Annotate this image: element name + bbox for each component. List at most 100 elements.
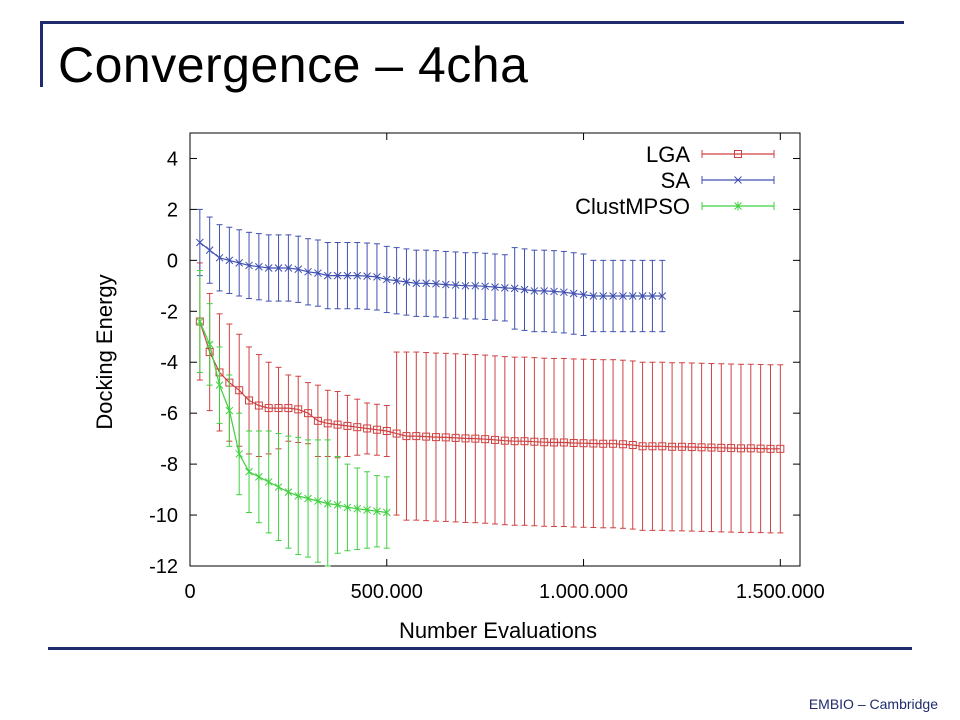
y-tick-label: -6 bbox=[160, 403, 178, 425]
lga-point bbox=[648, 442, 657, 451]
sa-point bbox=[461, 281, 470, 290]
lga-point bbox=[756, 444, 765, 453]
legend-label-clustmpso: ClustMPSO bbox=[575, 194, 690, 219]
lga-point bbox=[687, 443, 696, 452]
sa-point bbox=[235, 259, 244, 267]
lga-point bbox=[707, 443, 716, 452]
sa-point bbox=[343, 271, 352, 280]
lga-point bbox=[638, 442, 647, 451]
lga-point bbox=[431, 433, 440, 442]
clustmpso-point bbox=[284, 487, 293, 497]
left-rule bbox=[40, 21, 43, 87]
clustmpso-point bbox=[373, 506, 381, 516]
sa-point bbox=[412, 279, 421, 288]
lga-point bbox=[589, 439, 598, 448]
clustmpso-point bbox=[264, 477, 273, 487]
lga-point bbox=[313, 416, 322, 425]
series-sa bbox=[195, 208, 667, 336]
clustmpso-point bbox=[235, 449, 244, 459]
sa-point bbox=[638, 292, 647, 300]
sa-point bbox=[274, 264, 283, 272]
clustmpso-point bbox=[343, 502, 352, 512]
lga-point bbox=[274, 404, 283, 413]
y-tick-label: -12 bbox=[149, 556, 178, 578]
lga-point bbox=[510, 437, 519, 446]
y-tick-label: -2 bbox=[160, 301, 178, 323]
clustmpso-point bbox=[294, 491, 303, 501]
sa-point bbox=[658, 292, 667, 300]
sa-point bbox=[225, 256, 234, 265]
lga-point bbox=[304, 409, 313, 418]
lga-point bbox=[599, 439, 608, 448]
clustmpso-point bbox=[323, 499, 332, 509]
sa-point bbox=[491, 283, 499, 291]
sa-point bbox=[432, 279, 440, 288]
clustmpso-point bbox=[195, 316, 204, 326]
sa-point bbox=[520, 285, 529, 294]
sa-point bbox=[353, 271, 362, 280]
lga-point bbox=[461, 434, 470, 443]
legend-label-lga: LGA bbox=[646, 142, 690, 167]
sa-point bbox=[264, 264, 273, 272]
sa-point bbox=[373, 273, 381, 281]
lga-point bbox=[372, 425, 381, 434]
clustmpso-point bbox=[225, 406, 234, 416]
y-tick-label: -8 bbox=[160, 454, 178, 476]
lga-point bbox=[412, 432, 421, 441]
sa-point bbox=[540, 287, 549, 295]
lga-point bbox=[323, 419, 332, 428]
lga-point bbox=[530, 437, 539, 446]
sa-point bbox=[382, 275, 391, 284]
sa-point bbox=[648, 292, 657, 300]
lga-point bbox=[294, 405, 303, 414]
plot-area bbox=[189, 132, 801, 567]
lga-line bbox=[199, 321, 781, 450]
lga-point bbox=[677, 442, 686, 451]
clustmpso-point bbox=[274, 482, 283, 492]
sa-point bbox=[579, 290, 588, 299]
x-tick-label: 500.000 bbox=[351, 581, 423, 603]
lga-point bbox=[363, 424, 372, 433]
legend-swatch-clustmpso bbox=[701, 201, 775, 211]
clustmpso-point bbox=[314, 496, 322, 506]
clustmpso-point bbox=[382, 508, 391, 518]
y-tick-label: -4 bbox=[160, 352, 178, 374]
sa-point bbox=[205, 246, 214, 255]
lga-point bbox=[540, 438, 549, 447]
sa-point bbox=[560, 288, 568, 297]
x-axis-label: Number Evaluations bbox=[399, 618, 597, 643]
lga-point bbox=[441, 433, 450, 442]
lga-point bbox=[776, 444, 785, 453]
lga-point bbox=[569, 438, 578, 447]
y-axis-label: Docking Energy bbox=[92, 274, 117, 429]
clustmpso-point bbox=[255, 472, 263, 482]
lga-point bbox=[766, 444, 775, 453]
clustmpso-point bbox=[363, 505, 371, 515]
bottom-rule bbox=[48, 647, 912, 650]
lga-point bbox=[402, 432, 411, 441]
lga-point bbox=[471, 434, 480, 443]
x-tick-label: 0 bbox=[184, 581, 195, 603]
sa-point bbox=[451, 281, 460, 289]
sa-point bbox=[422, 279, 430, 288]
lga-point bbox=[333, 420, 342, 429]
lga-point bbox=[343, 421, 352, 430]
lga-point bbox=[264, 404, 273, 413]
slide-title: Convergence – 4cha bbox=[58, 37, 529, 93]
sa-point bbox=[589, 292, 598, 300]
sa-point bbox=[402, 278, 411, 286]
lga-point bbox=[717, 443, 726, 452]
sa-point bbox=[363, 272, 371, 280]
lga-point bbox=[550, 438, 559, 447]
series-lga bbox=[195, 262, 785, 534]
clustmpso-point bbox=[245, 467, 253, 477]
lga-point bbox=[520, 437, 529, 446]
sa-point bbox=[628, 292, 637, 300]
lga-point bbox=[481, 435, 490, 444]
x-tick-label: 1.500.000 bbox=[736, 581, 825, 603]
sa-point bbox=[255, 262, 263, 271]
y-tick-label: 4 bbox=[167, 148, 178, 170]
clustmpso-line bbox=[199, 321, 387, 514]
